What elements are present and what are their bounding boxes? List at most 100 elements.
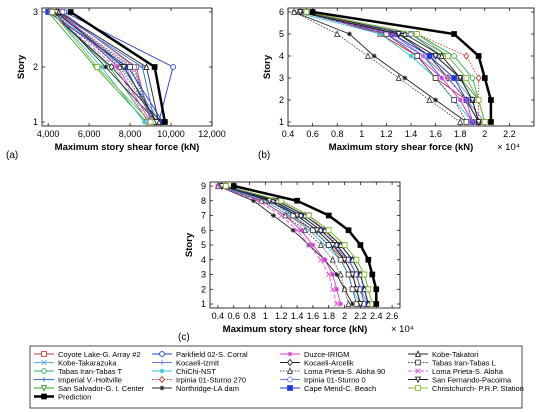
data-point <box>463 119 470 125</box>
data-point <box>469 119 476 125</box>
x-tick-label: 2.2 <box>503 129 516 139</box>
legend-swatch-marker <box>41 368 47 374</box>
y-tick-label: 7 <box>201 211 206 221</box>
data-point <box>357 242 364 248</box>
data-point <box>120 64 128 71</box>
y-tick-label: 6 <box>201 225 206 235</box>
data-point <box>115 64 121 70</box>
data-point <box>369 271 376 278</box>
data-point <box>439 75 445 81</box>
series-line <box>312 10 493 122</box>
legend-entry: Kobe-Takatori <box>408 350 479 359</box>
data-point <box>290 227 296 233</box>
x-tick-label: 0.6 <box>306 129 319 139</box>
data-point <box>426 96 433 103</box>
data-point <box>282 211 289 219</box>
data-point <box>469 97 476 104</box>
data-point <box>457 75 464 82</box>
legend-label: Kobe-Takarazuka <box>58 359 117 368</box>
data-point <box>469 75 476 81</box>
data-point <box>420 53 427 59</box>
series-line <box>49 11 149 123</box>
data-point <box>426 53 433 59</box>
data-point <box>116 63 123 70</box>
legend-entry: Christchurch- P.R.P. Station <box>408 384 524 393</box>
legend-swatch-marker <box>415 385 421 391</box>
data-point <box>326 271 332 278</box>
x-tick-label: 10,000 <box>157 129 185 139</box>
data-point <box>395 74 402 81</box>
data-point <box>353 256 360 263</box>
legend-swatch-marker <box>41 393 47 400</box>
legend-swatch-marker <box>414 350 422 357</box>
legend-label: Tabas Iran-Tabas L <box>432 359 496 368</box>
data-point <box>408 53 414 59</box>
legend-swatch-marker <box>41 377 47 382</box>
data-point <box>475 119 482 126</box>
data-point <box>230 183 237 189</box>
legend-entry: Loma Prieta-S. Aloha <box>408 367 504 376</box>
series-line <box>225 185 373 305</box>
x-tick-label: 2.2 <box>354 311 367 321</box>
legend-label: Northridge-LA dam <box>176 384 239 393</box>
data-point <box>251 198 256 204</box>
y-axis-label: Story <box>184 232 195 257</box>
data-point <box>451 75 457 81</box>
legend-swatch-marker <box>41 359 47 366</box>
series-line <box>306 11 479 123</box>
y-tick-label: 8 <box>201 196 206 206</box>
data-point <box>445 75 451 81</box>
data-point <box>53 9 60 16</box>
legend-entry: Tabas Iran-Tabas T <box>34 367 122 376</box>
data-point <box>294 227 300 233</box>
data-point <box>147 119 154 125</box>
legend-label: Kobe-Takatori <box>432 350 479 359</box>
legend-swatch-marker <box>159 375 165 384</box>
x-tick-label: 1 <box>359 129 364 139</box>
series-line <box>293 11 473 123</box>
data-point <box>345 300 352 307</box>
data-point <box>278 212 284 219</box>
data-point <box>361 271 368 278</box>
x-tick-label: 1 <box>263 311 268 321</box>
data-point <box>329 242 336 249</box>
data-point <box>108 63 115 71</box>
data-point <box>94 64 101 70</box>
data-point <box>338 301 344 307</box>
data-point <box>270 213 276 218</box>
legend-entry: Tabas Iran-Tabas L <box>408 359 496 368</box>
data-point <box>365 286 372 293</box>
y-axis-label: Story <box>16 54 27 79</box>
series-6 <box>297 9 488 125</box>
legend-label: Parkfield 02-S. Corral <box>176 350 248 359</box>
x-tick-label: 1.2 <box>380 129 393 139</box>
x-axis-exponent: × 10⁴ <box>497 142 520 153</box>
data-point <box>258 196 265 204</box>
series-20 <box>309 9 494 125</box>
data-point <box>330 272 336 277</box>
data-point <box>401 30 408 37</box>
data-point <box>322 257 328 263</box>
series-20 <box>67 9 168 125</box>
y-tick-label: 9 <box>201 181 206 191</box>
legend-swatch-marker <box>159 368 165 374</box>
legend-entry: Prediction <box>34 393 91 402</box>
data-point <box>451 97 457 103</box>
series-line <box>306 11 486 123</box>
legend-label: Loma Prieta-S. Aloha <box>432 367 504 376</box>
legend-swatch-marker <box>287 376 293 383</box>
data-point <box>153 119 160 126</box>
legend-entry: Kobe-Takarazuka <box>34 359 117 368</box>
data-point <box>49 9 56 15</box>
data-point <box>303 9 310 15</box>
data-point <box>345 227 352 234</box>
legend-swatch-marker <box>286 367 294 374</box>
legend-swatch-marker <box>40 385 48 392</box>
legend-entry: Imperial V.-Holtville <box>34 376 122 385</box>
legend-label: Cape Mend-C. Beach <box>304 384 376 393</box>
legend-swatch-marker <box>415 359 421 366</box>
x-tick-label: 2.4 <box>370 311 383 321</box>
data-point <box>451 31 457 37</box>
legend-swatch-marker <box>41 351 47 357</box>
